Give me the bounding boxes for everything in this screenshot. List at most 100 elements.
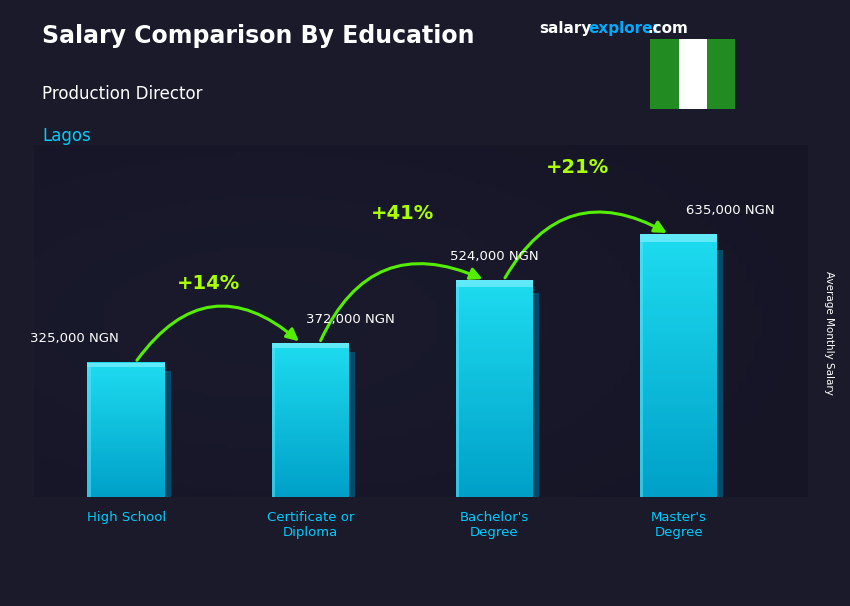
- Bar: [88, 474, 165, 477]
- Bar: [88, 364, 165, 367]
- Bar: [88, 479, 165, 481]
- Bar: [456, 431, 533, 436]
- Bar: [271, 368, 348, 371]
- Text: explorer: explorer: [588, 21, 660, 36]
- Bar: [456, 468, 533, 471]
- Bar: [88, 441, 165, 443]
- Bar: [271, 456, 348, 459]
- Bar: [640, 422, 717, 427]
- Bar: [456, 295, 533, 298]
- Bar: [456, 352, 533, 356]
- Bar: [456, 345, 533, 349]
- Bar: [456, 327, 533, 331]
- Bar: [271, 350, 348, 353]
- Bar: [640, 483, 717, 488]
- Bar: [88, 456, 165, 459]
- Bar: [456, 424, 533, 428]
- Bar: [88, 476, 165, 479]
- Bar: [88, 391, 165, 394]
- Bar: [456, 471, 533, 475]
- Bar: [88, 409, 165, 412]
- Bar: [640, 339, 717, 344]
- Bar: [88, 425, 165, 427]
- Bar: [640, 479, 717, 484]
- Bar: [640, 330, 717, 335]
- Bar: [88, 389, 165, 391]
- Bar: [640, 291, 717, 296]
- Bar: [88, 492, 165, 494]
- Bar: [640, 474, 717, 479]
- Bar: [271, 463, 348, 466]
- Bar: [88, 416, 165, 419]
- Text: +21%: +21%: [546, 158, 609, 177]
- Bar: [348, 352, 355, 497]
- Bar: [271, 343, 275, 497]
- Bar: [88, 452, 165, 454]
- Bar: [271, 489, 348, 492]
- Bar: [640, 492, 717, 497]
- Text: 325,000 NGN: 325,000 NGN: [30, 332, 119, 345]
- Bar: [271, 420, 348, 422]
- Bar: [271, 422, 348, 425]
- Bar: [640, 335, 717, 339]
- Bar: [456, 338, 533, 342]
- Bar: [88, 421, 165, 423]
- Bar: [271, 343, 348, 345]
- Bar: [271, 417, 348, 420]
- Text: Production Director: Production Director: [42, 85, 203, 103]
- Bar: [456, 417, 533, 421]
- Bar: [640, 325, 717, 331]
- Bar: [456, 378, 533, 381]
- Bar: [88, 362, 165, 365]
- Bar: [271, 453, 348, 456]
- Bar: [88, 362, 90, 497]
- Bar: [88, 396, 165, 398]
- Bar: [271, 412, 348, 415]
- Bar: [271, 379, 348, 382]
- Bar: [88, 483, 165, 486]
- Bar: [640, 304, 717, 308]
- Bar: [640, 387, 717, 392]
- Bar: [456, 348, 533, 353]
- Bar: [640, 488, 717, 493]
- Bar: [456, 410, 533, 414]
- Bar: [88, 380, 165, 383]
- Bar: [88, 434, 165, 436]
- Bar: [88, 459, 165, 461]
- Bar: [88, 490, 165, 493]
- Bar: [640, 470, 717, 475]
- Bar: [456, 316, 533, 320]
- Bar: [456, 374, 533, 378]
- Bar: [640, 396, 717, 401]
- Bar: [88, 369, 165, 371]
- Bar: [456, 341, 533, 345]
- Bar: [88, 423, 165, 425]
- Bar: [640, 256, 717, 261]
- Bar: [456, 478, 533, 482]
- Bar: [271, 438, 348, 441]
- Bar: [640, 435, 717, 440]
- Bar: [88, 443, 165, 445]
- Bar: [271, 494, 348, 497]
- Bar: [271, 394, 348, 397]
- Bar: [271, 376, 348, 379]
- Text: .com: .com: [648, 21, 689, 36]
- Bar: [88, 485, 165, 488]
- Text: +14%: +14%: [178, 274, 241, 293]
- Bar: [456, 330, 533, 335]
- Bar: [640, 453, 717, 458]
- Bar: [271, 353, 348, 356]
- Bar: [640, 251, 717, 256]
- Bar: [640, 370, 717, 375]
- Bar: [271, 364, 348, 366]
- Bar: [88, 378, 165, 381]
- Bar: [456, 319, 533, 324]
- Bar: [456, 435, 533, 439]
- Bar: [88, 468, 165, 470]
- Bar: [88, 418, 165, 421]
- Bar: [271, 471, 348, 474]
- Bar: [271, 479, 348, 482]
- Bar: [640, 247, 717, 252]
- Bar: [640, 317, 717, 322]
- Bar: [271, 345, 348, 348]
